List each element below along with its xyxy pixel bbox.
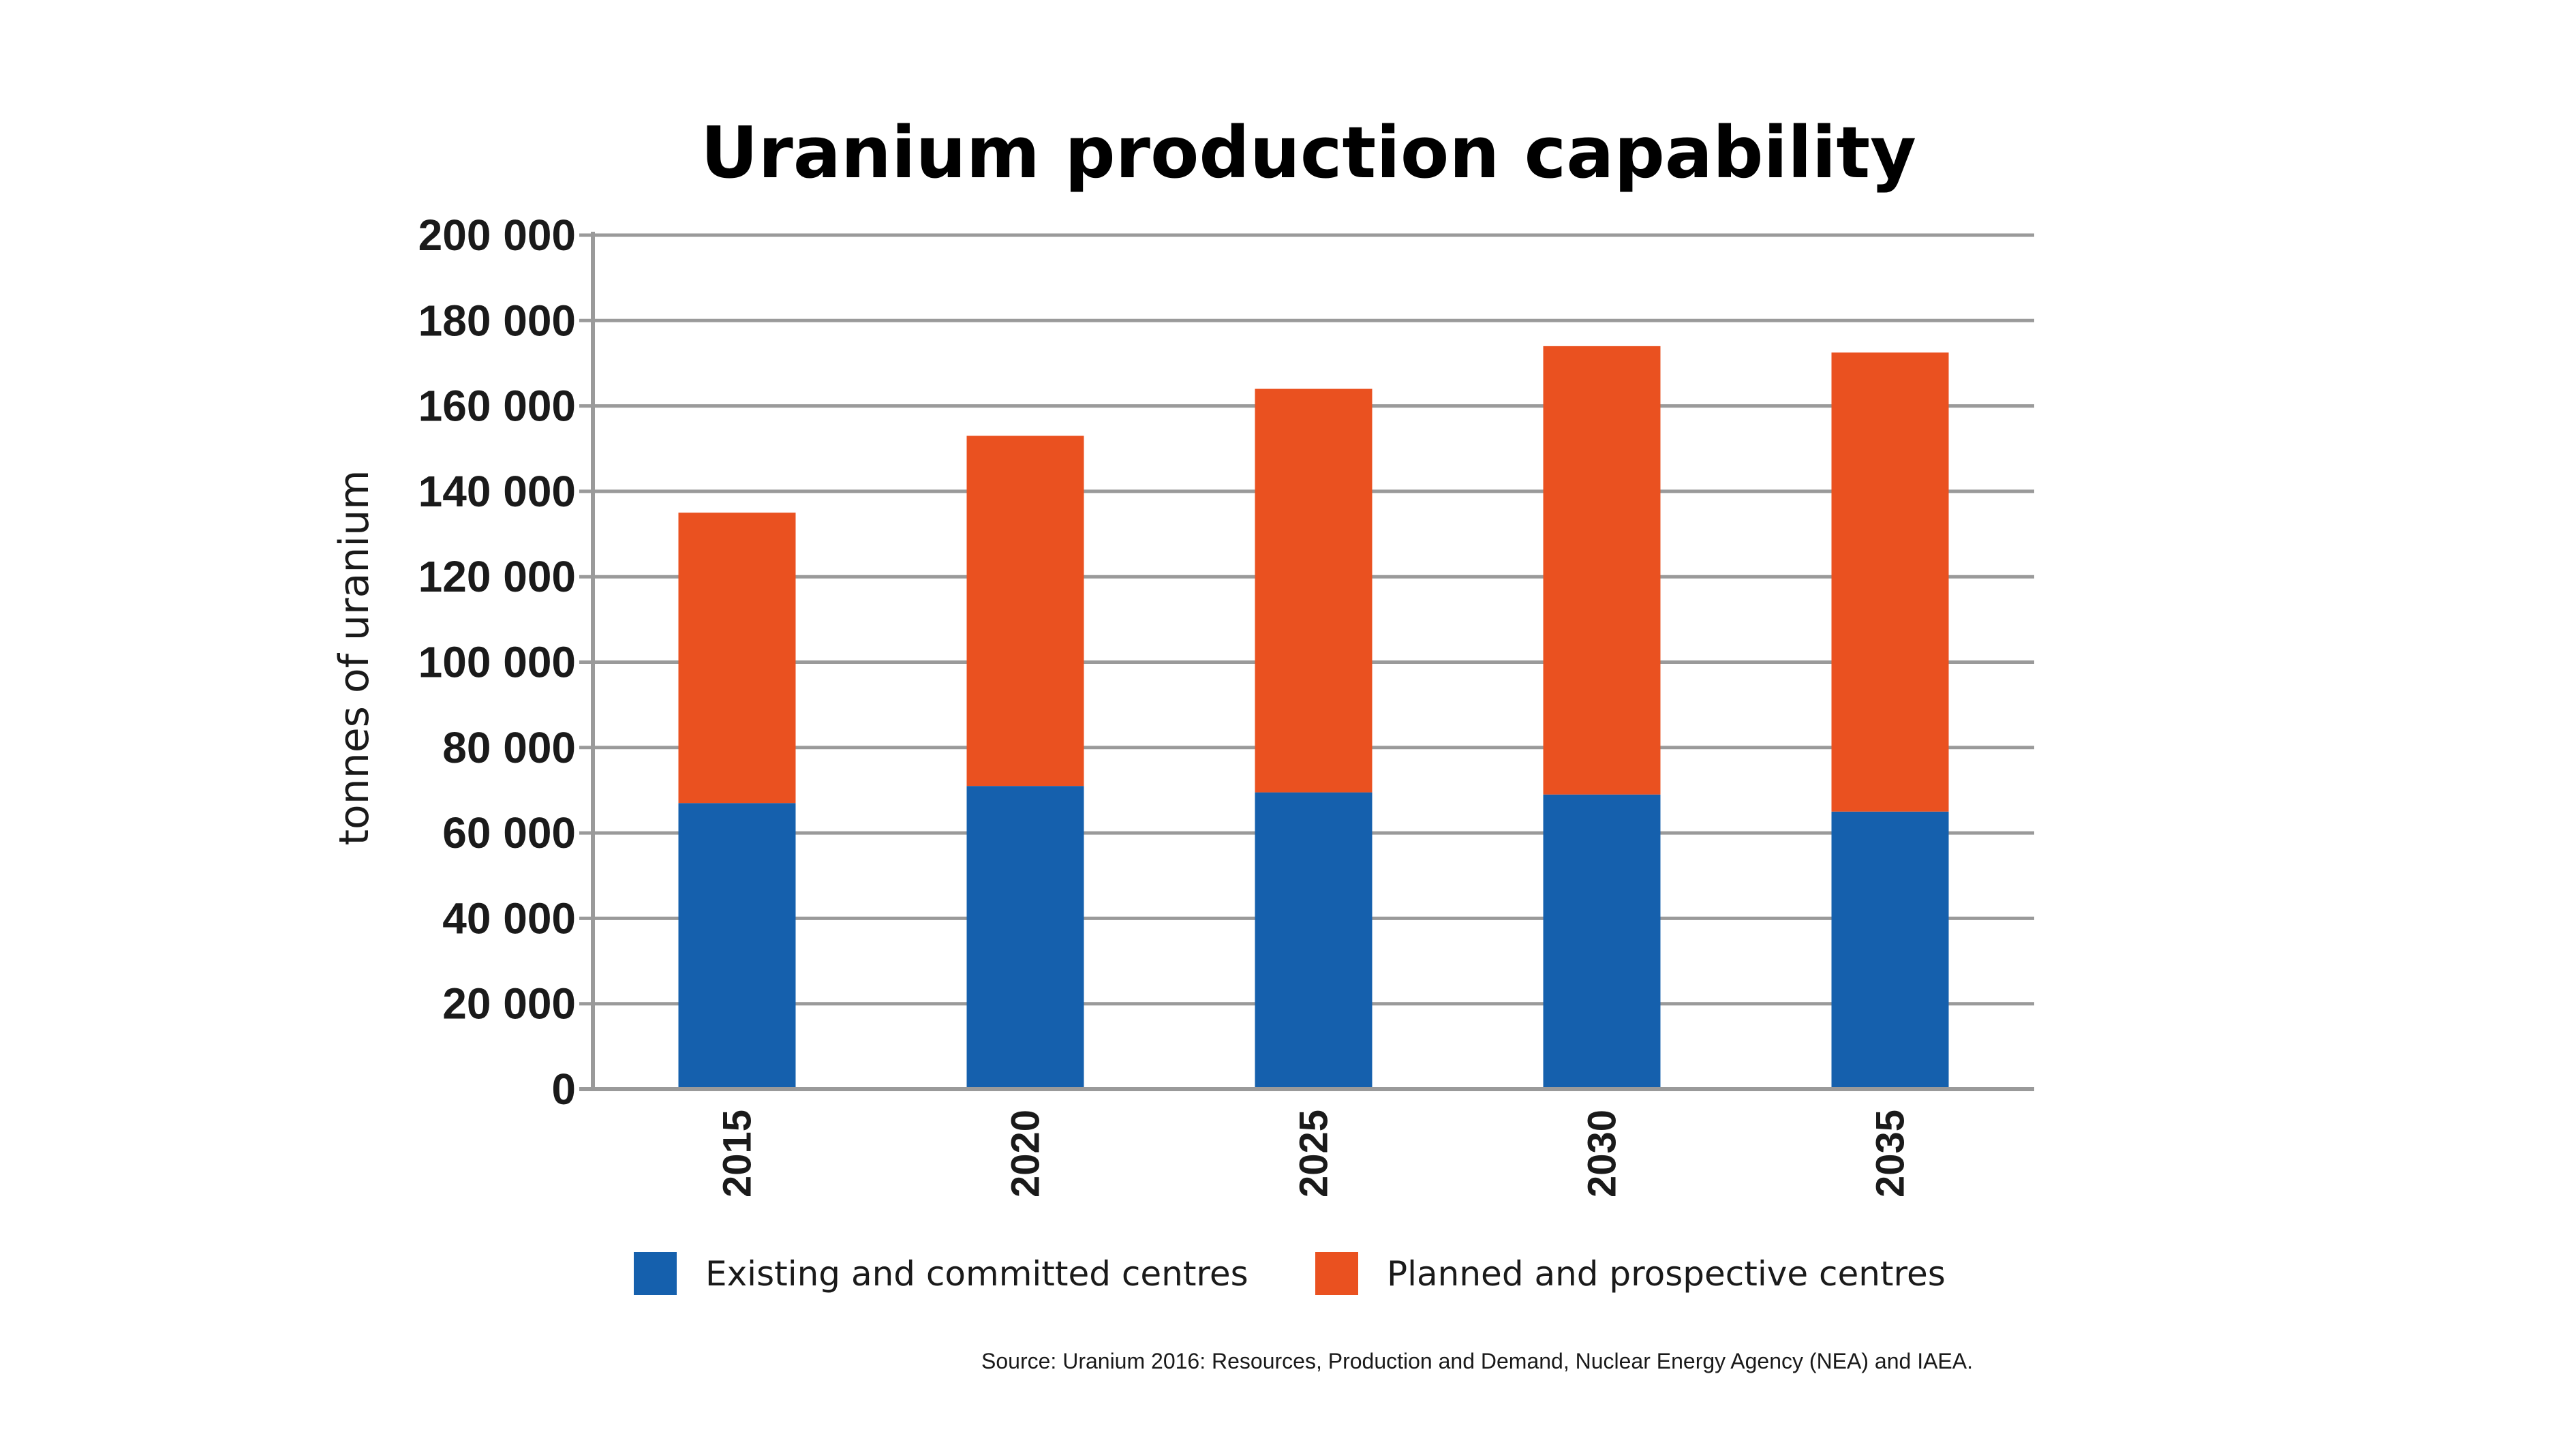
y-tick-labels: 0 20 000 40 000 60 000 80 000 100 000 120 000 1… <box>418 211 576 1114</box>
bar-segment-2035-planned <box>1831 352 1949 812</box>
y-tick-label: 40 000 <box>442 894 576 943</box>
bar-segment-2030-planned <box>1543 346 1661 795</box>
y-axis-label: tonnes of uranium <box>331 470 378 845</box>
legend-swatch <box>1315 1252 1358 1295</box>
source-note: Source: Uranium 2016: Resources, Product… <box>981 1349 1973 1373</box>
y-tick-label: 80 000 <box>442 723 576 772</box>
axes <box>579 232 2034 1091</box>
y-tick-label: 160 000 <box>418 382 576 431</box>
bar-segment-2015-existing <box>678 803 796 1089</box>
bars <box>678 346 1949 1089</box>
y-tick-label: 120 000 <box>418 552 576 601</box>
y-tick-label: 100 000 <box>418 638 576 687</box>
y-tick-label: 140 000 <box>418 467 576 516</box>
y-tick-label: 20 000 <box>442 979 576 1028</box>
bar-segment-2025-planned <box>1255 388 1373 793</box>
x-tick-label: 2020 <box>1004 1110 1048 1198</box>
bar-segment-2020-existing <box>966 786 1084 1089</box>
x-tick-labels: 2015 2020 2025 2030 2035 <box>716 1110 1913 1198</box>
legend-label: Planned and prospective centres <box>1387 1254 1946 1294</box>
x-tick-label: 2015 <box>716 1110 760 1198</box>
legend-label: Existing and committed centres <box>705 1254 1248 1294</box>
bar-segment-2015-planned <box>678 513 796 804</box>
x-tick-label: 2025 <box>1292 1110 1336 1198</box>
y-tick-label: 60 000 <box>442 808 576 857</box>
bar-segment-2025-existing <box>1255 792 1373 1089</box>
legend: Existing and committed centres Planned an… <box>634 1252 1946 1295</box>
x-tick-label: 2030 <box>1580 1110 1625 1198</box>
y-tick-label: 0 <box>551 1065 576 1114</box>
x-tick-label: 2035 <box>1869 1110 1913 1198</box>
y-tick-label: 180 000 <box>418 296 576 345</box>
legend-swatch <box>634 1252 677 1295</box>
chart-title: Uranium production capability <box>701 111 1916 194</box>
bar-segment-2035-existing <box>1831 811 1949 1089</box>
y-tick-label: 200 000 <box>418 211 576 260</box>
bar-segment-2030-existing <box>1543 794 1661 1089</box>
bar-segment-2020-planned <box>966 436 1084 787</box>
